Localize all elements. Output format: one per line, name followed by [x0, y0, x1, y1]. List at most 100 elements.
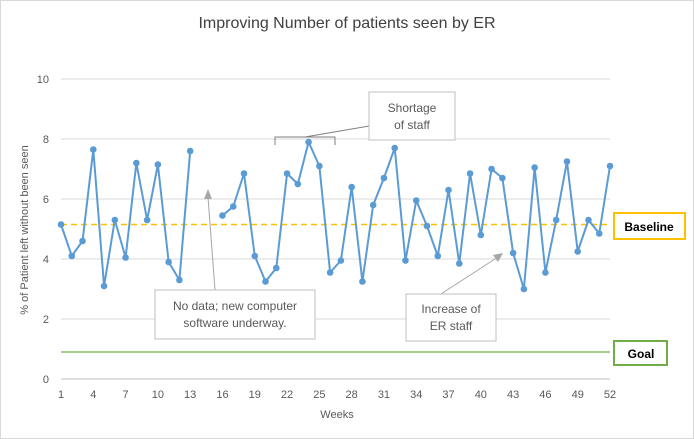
x-tick-label: 52	[604, 389, 616, 401]
y-axis-label: % of Patient left without been seen	[19, 145, 31, 314]
increase-arrow-head	[493, 253, 503, 262]
data-point	[606, 162, 614, 170]
nodata-arrow-head	[204, 189, 212, 199]
data-point	[412, 197, 420, 204]
data-point	[165, 258, 172, 266]
data-point	[337, 257, 345, 264]
data-point	[89, 146, 97, 153]
y-tick-label: 0	[43, 374, 49, 386]
shortage-connector	[304, 124, 376, 138]
x-tick-label: 7	[123, 389, 129, 401]
data-point	[186, 147, 194, 155]
data-point	[585, 216, 592, 224]
x-tick-label: 22	[281, 389, 293, 401]
x-tick-label: 43	[507, 389, 519, 401]
data-point	[79, 237, 86, 245]
data-point	[359, 278, 366, 285]
data-point	[111, 216, 119, 224]
data-point	[154, 161, 162, 168]
data-point	[542, 269, 549, 276]
series-line-segment	[221, 141, 611, 290]
data-point	[595, 230, 603, 237]
data-point	[68, 252, 76, 260]
data-point	[100, 282, 108, 290]
y-tick-label: 6	[43, 194, 49, 206]
x-tick-label: 31	[378, 389, 390, 401]
data-point	[574, 248, 582, 255]
data-point	[369, 201, 377, 209]
data-point	[316, 162, 323, 170]
data-point	[251, 252, 259, 260]
series-line-segment	[60, 148, 192, 287]
increase-arrow-line	[440, 256, 499, 295]
nodata-arrow-line	[207, 196, 216, 291]
nodata-callout-line-2: software underway.	[183, 316, 286, 330]
data-point	[531, 164, 538, 171]
baseline-badge-box	[613, 212, 686, 240]
reference-badges: Baseline Goal	[613, 212, 686, 366]
x-tick-label: 28	[346, 389, 358, 401]
data-point	[57, 221, 65, 228]
x-tick-label: 10	[152, 389, 164, 401]
y-tick-label: 4	[43, 254, 49, 266]
x-tick-label: 19	[249, 389, 261, 401]
data-point	[219, 212, 226, 219]
baseline-badge-label: Baseline	[624, 220, 674, 234]
shortage-callout-line-1: Shortage	[388, 101, 437, 115]
data-point	[133, 159, 140, 167]
series-layer	[57, 138, 614, 293]
data-point	[552, 216, 560, 224]
data-point	[488, 165, 495, 173]
data-point	[272, 264, 280, 272]
data-point	[402, 257, 409, 264]
reference-lines	[61, 223, 610, 353]
data-point	[477, 231, 485, 239]
data-point	[283, 170, 291, 177]
increase-callout-box	[405, 293, 497, 342]
data-point	[143, 216, 151, 224]
x-tick-label: 34	[410, 389, 422, 401]
data-point	[122, 254, 129, 261]
annotations: Shortage of staff No data; new computer …	[154, 91, 503, 342]
x-axis-label: Weeks	[320, 409, 354, 421]
chart-title: Improving Number of patients seen by ER	[198, 15, 495, 32]
nodata-callout-line-1: No data; new computer	[173, 299, 297, 313]
data-point	[455, 260, 463, 267]
data-point	[434, 252, 442, 260]
data-point	[262, 278, 269, 285]
data-point	[520, 285, 528, 293]
x-tick-label: 1	[58, 389, 64, 401]
data-point	[294, 180, 302, 188]
data-point	[391, 144, 399, 152]
shortage-callout-box	[368, 91, 456, 141]
data-point	[326, 269, 334, 276]
x-tick-label: 49	[572, 389, 584, 401]
data-point	[176, 276, 183, 284]
y-tick-label: 10	[37, 74, 49, 86]
y-tick-label: 8	[43, 134, 49, 146]
data-point	[563, 158, 571, 165]
data-point	[240, 170, 248, 177]
x-tick-label: 13	[184, 389, 196, 401]
data-point	[305, 138, 312, 146]
y-tick-label: 2	[43, 314, 49, 326]
data-point	[466, 170, 474, 177]
increase-callout-line-1: Increase of	[421, 302, 481, 316]
x-tick-label: 37	[442, 389, 454, 401]
x-tick-label: 16	[216, 389, 228, 401]
x-tick-label: 25	[313, 389, 325, 401]
data-point	[348, 183, 355, 191]
data-point	[509, 249, 517, 257]
x-tick-label: 46	[539, 389, 551, 401]
goal-badge-box	[613, 340, 668, 366]
gridlines	[61, 78, 610, 320]
data-point	[423, 222, 431, 230]
shortage-bracket	[274, 136, 336, 145]
data-point	[499, 174, 506, 182]
data-point	[445, 186, 452, 194]
x-tick-label: 4	[90, 389, 96, 401]
increase-callout-line-2: ER staff	[430, 319, 473, 333]
